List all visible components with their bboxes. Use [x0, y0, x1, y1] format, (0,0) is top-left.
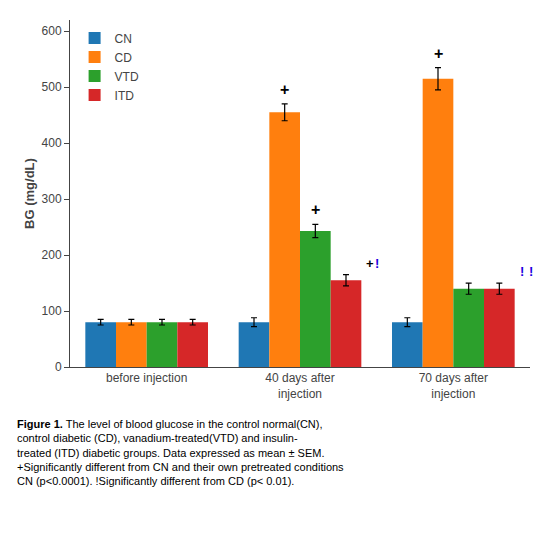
- svg-text:100: 100: [42, 304, 62, 318]
- svg-text:before injection: before injection: [106, 371, 187, 385]
- svg-text:40 days afterinjection: 40 days afterinjection: [265, 371, 334, 401]
- svg-text:200: 200: [42, 248, 62, 262]
- svg-text:VTD: VTD: [115, 70, 139, 84]
- svg-text:70 days afterinjection: 70 days afterinjection: [419, 371, 488, 401]
- svg-text:+: +: [434, 45, 443, 62]
- svg-text:!: !: [375, 256, 379, 271]
- svg-text:0: 0: [55, 360, 62, 374]
- svg-text:CD: CD: [115, 51, 133, 65]
- svg-text:+: +: [280, 81, 289, 98]
- svg-text:!: !: [529, 264, 533, 279]
- svg-text:BG (mg/dL): BG (mg/dL): [22, 158, 37, 229]
- svg-text:!: !: [520, 264, 524, 279]
- svg-text:+: +: [366, 256, 374, 271]
- svg-text:600: 600: [42, 24, 62, 38]
- svg-text:Figure 1. The level of blood g: Figure 1. The level of blood glucose in …: [17, 418, 344, 487]
- svg-text:ITD: ITD: [115, 89, 135, 103]
- svg-text:400: 400: [42, 136, 62, 150]
- svg-text:500: 500: [42, 80, 62, 94]
- svg-text:+: +: [311, 201, 320, 218]
- svg-text:CN: CN: [115, 32, 132, 46]
- svg-text:300: 300: [42, 192, 62, 206]
